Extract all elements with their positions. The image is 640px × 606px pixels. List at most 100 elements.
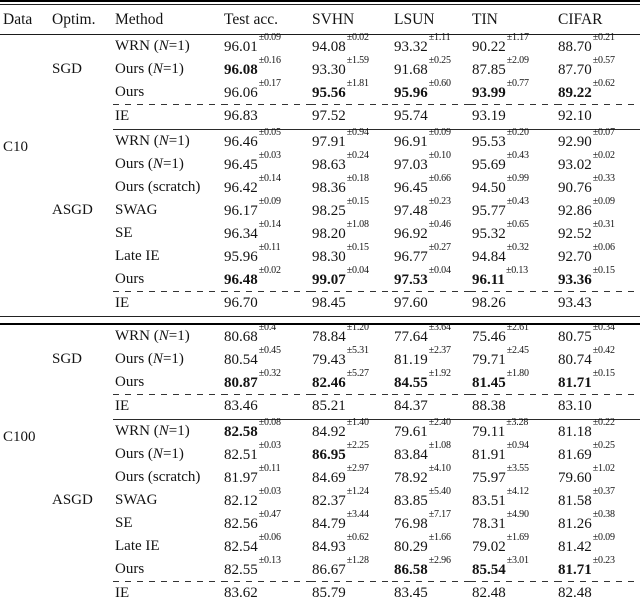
value-cell: 96.46±0.05 (222, 127, 310, 153)
method-text: =1) (168, 423, 190, 439)
method-text: =1) (162, 351, 184, 367)
std-dev: ±0.32 (506, 242, 529, 253)
value-cell: 78.84±1.20 (310, 322, 392, 348)
value-cell: 98.26 (470, 291, 556, 317)
std-dev: ±1.80 (506, 368, 529, 379)
value-cell: 80.68±0.4 (222, 322, 310, 348)
std-dev: ±2.40 (428, 417, 451, 428)
accuracy-value: 77.64 (394, 329, 428, 345)
value-cell: 96.06±0.17 (222, 78, 310, 104)
accuracy-value: 85.54 (472, 562, 506, 578)
std-dev: ±0.31 (592, 219, 615, 230)
value-cell: 97.03±0.10 (392, 150, 470, 176)
accuracy-value: 93.36 (558, 272, 592, 288)
value-cell: 96.11±0.13 (470, 265, 556, 291)
method-cell: Ours (113, 268, 222, 291)
value-cell: 96.34±0.14 (222, 219, 310, 245)
std-dev: ±0.38 (592, 509, 615, 520)
value-cell: 96.45±0.03 (222, 150, 310, 176)
value-cell: 82.55±0.13 (222, 555, 310, 581)
accuracy-value: 82.37 (312, 493, 346, 509)
value-cell: 81.45±1.80 (470, 368, 556, 394)
method-cell: Ours (113, 81, 222, 104)
std-dev: ±0.13 (505, 265, 528, 276)
method-cell: IE (113, 581, 222, 606)
accuracy-value: 93.02 (558, 157, 592, 173)
std-dev: ±2.61 (506, 322, 529, 333)
method-cell: Ours (N=1) (113, 153, 222, 176)
header-optim: Optim. (52, 4, 113, 35)
accuracy-value: 79.43 (312, 352, 346, 368)
std-dev: ±1.11 (428, 32, 451, 43)
header-cifar: CIFAR (556, 4, 640, 35)
accuracy-value: 96.34 (224, 226, 258, 242)
accuracy-value: 95.56 (312, 85, 346, 101)
accuracy-value: 90.76 (558, 180, 592, 196)
value-cell: 75.97±3.55 (470, 463, 556, 489)
value-cell: 93.99±0.77 (470, 78, 556, 104)
std-dev: ±0.20 (506, 127, 529, 138)
top-rule (0, 0, 640, 5)
accuracy-value: 99.07 (312, 272, 346, 288)
value-cell: 83.51±4.12 (470, 486, 556, 512)
method-cell: SE (113, 512, 222, 535)
std-dev: ±0.27 (428, 242, 451, 253)
std-dev: ±3.44 (346, 509, 369, 520)
table-body: C10 SGD WRN (N=1) 96.01±0.09 94.08±0.02 93.32… (0, 32, 640, 606)
value-cell: 84.79±3.44 (310, 509, 392, 535)
accuracy-value: 78.92 (394, 470, 428, 486)
optimizer-label: SGD (52, 351, 83, 367)
accuracy-value: 81.69 (558, 447, 592, 463)
accuracy-value: 93.99 (472, 85, 506, 101)
std-dev: ±1.69 (506, 532, 529, 543)
std-dev: ±0.23 (592, 555, 615, 566)
value-cell: 85.79 (310, 581, 392, 606)
value-cell: 94.50±0.99 (470, 173, 556, 199)
method-cell: IE (113, 394, 222, 420)
method-math-var: N (158, 423, 169, 439)
value-cell: 81.42±0.09 (556, 532, 640, 558)
value-cell: 86.95±2.25 (310, 440, 392, 466)
std-dev: ±2.37 (428, 345, 451, 356)
value-cell: 81.71±0.15 (556, 368, 640, 394)
value-cell: 81.69±0.25 (556, 440, 640, 466)
accuracy-value: 82.56 (224, 516, 258, 532)
accuracy-value: 81.71 (558, 375, 592, 391)
value-cell: 82.48 (470, 581, 556, 606)
method-text: =1) (162, 446, 184, 462)
std-dev: ±0.47 (258, 509, 281, 520)
method-text: WRN ( (115, 38, 159, 54)
accuracy-value: 96.46 (224, 134, 258, 150)
accuracy-value: 97.48 (394, 203, 428, 219)
std-dev: ±1.02 (592, 463, 615, 474)
value-cell: 95.69±0.43 (470, 150, 556, 176)
value-cell: 84.93±0.62 (310, 532, 392, 558)
accuracy-value: 79.71 (472, 352, 506, 368)
accuracy-value: 81.91 (472, 447, 506, 463)
accuracy-value: 96.91 (394, 134, 428, 150)
accuracy-value: 80.75 (558, 329, 592, 345)
value-cell: 91.68±0.25 (392, 55, 470, 81)
method-text: =1) (168, 328, 190, 344)
table-row: Ours (N=1) 80.54±0.45 79.43±5.31 81.19±2.37… (0, 345, 640, 371)
method-text: =1) (168, 38, 190, 54)
std-dev: ±0.06 (592, 242, 615, 253)
std-dev: ±2.25 (346, 440, 369, 451)
optim-spacer (52, 291, 113, 317)
value-cell: 78.31±4.90 (470, 509, 556, 535)
method-text: WRN ( (115, 328, 159, 344)
method-text: Ours (115, 561, 145, 577)
value-cell: 82.54±0.06 (222, 532, 310, 558)
accuracy-value: 81.42 (558, 539, 592, 555)
ie-row: IE 96.83 97.52 95.74 93.19 92.10 (0, 104, 640, 130)
std-dev: ±0.4 (258, 322, 276, 333)
value-cell: 85.54±3.01 (470, 555, 556, 581)
method-cell: IE (113, 291, 222, 317)
std-dev: ±0.09 (592, 196, 615, 207)
accuracy-value: 88.70 (558, 39, 592, 55)
accuracy-value: 98.63 (312, 157, 346, 173)
table-row: SE 82.56±0.47 84.79±3.44 76.98±7.17 78.31±4.… (0, 509, 640, 535)
value-cell: 82.48 (556, 581, 640, 606)
value-cell: 92.70±0.06 (556, 242, 640, 268)
accuracy-value: 79.11 (472, 424, 506, 440)
